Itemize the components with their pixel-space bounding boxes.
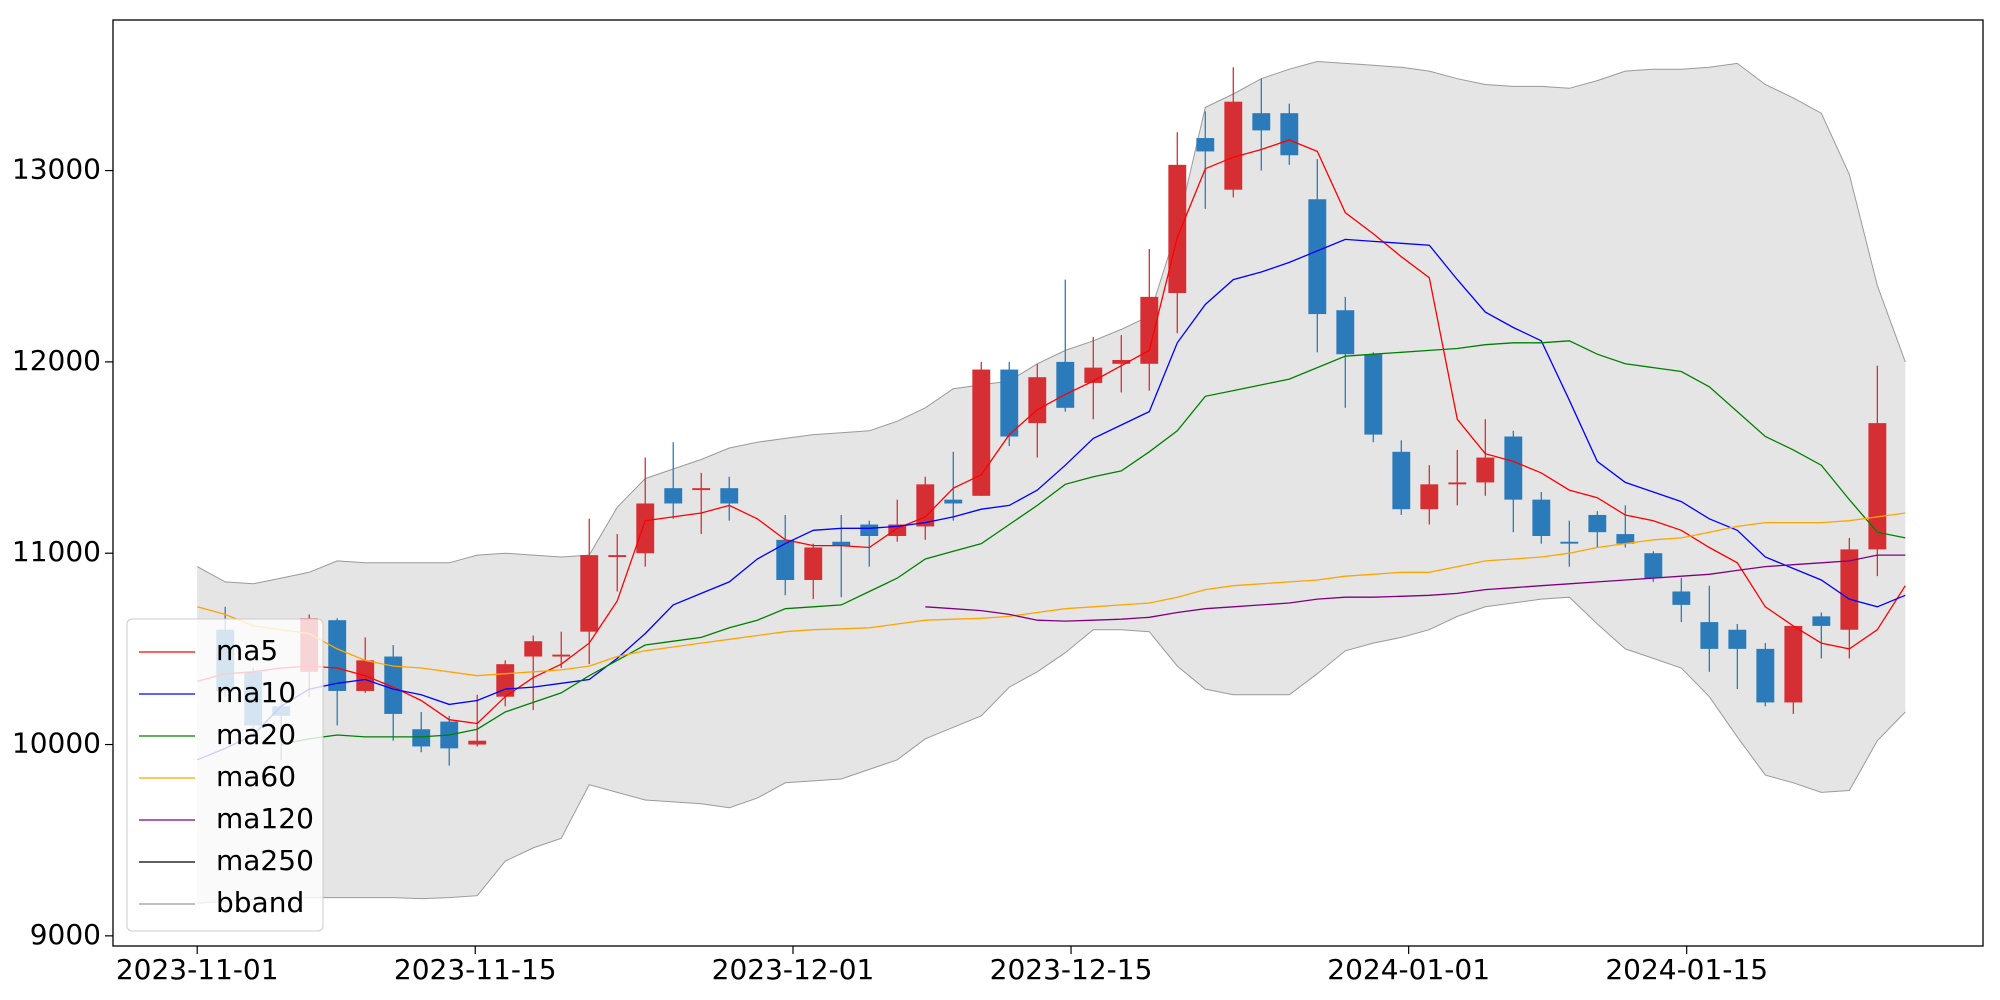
x-tick-label: 2023-11-01 <box>116 953 279 986</box>
candle-body <box>468 740 487 745</box>
candle-body <box>804 547 823 581</box>
legend: ma5 ma10 ma20 ma60 ma120 ma250 bband <box>126 618 324 932</box>
candle-body <box>1224 101 1243 190</box>
legend-box <box>126 618 324 932</box>
candle-body <box>1700 622 1719 649</box>
candle-body <box>580 555 599 632</box>
x-tick-label: 2024-01-15 <box>1605 953 1768 986</box>
candle-body <box>972 369 991 496</box>
candle-body <box>916 484 935 527</box>
candle-body <box>1280 113 1299 156</box>
band-lower <box>197 596 1906 904</box>
candle-body <box>412 729 431 747</box>
ma-line <box>281 340 1906 746</box>
y-tick-label: 12000 <box>12 344 101 377</box>
x-tick-label: 2023-12-01 <box>712 953 875 986</box>
candle-body <box>1364 354 1383 435</box>
candle-body <box>636 503 655 554</box>
candle-body <box>1196 138 1215 152</box>
candle-body <box>552 654 571 657</box>
candle-body <box>1672 591 1691 605</box>
legend-label: ma250 <box>216 844 314 877</box>
candle-body <box>608 555 627 558</box>
legend-label: ma60 <box>216 760 296 793</box>
candle-body <box>1420 484 1439 510</box>
candle-body <box>1392 451 1411 510</box>
ma-line <box>197 139 1906 725</box>
candle-body <box>524 641 543 657</box>
x-tick-label: 2023-12-15 <box>990 953 1153 986</box>
candle-body <box>1560 541 1579 544</box>
legend-label: ma10 <box>216 676 296 709</box>
candle-body <box>1028 377 1047 424</box>
candle-body <box>1840 549 1859 630</box>
candle-body <box>692 488 711 491</box>
candle-body <box>1616 534 1635 544</box>
candle-body <box>664 488 683 504</box>
candle-body <box>1532 499 1551 536</box>
legend-label: bband <box>216 886 304 919</box>
candle-body <box>832 541 851 546</box>
candle-body <box>776 539 795 581</box>
candle-body <box>1056 361 1075 408</box>
y-tick-label: 9000 <box>30 918 101 951</box>
legend-label: ma120 <box>216 802 314 835</box>
candle-body <box>888 524 907 536</box>
ma-line <box>196 238 1906 761</box>
candle-body <box>328 620 347 691</box>
plot-frame <box>112 19 1984 947</box>
x-tick-label: 2024-01-01 <box>1327 953 1490 986</box>
candle-body <box>1168 164 1187 294</box>
legend-label: ma5 <box>216 634 278 667</box>
candle-body <box>944 499 963 504</box>
legend-label: ma20 <box>216 718 296 751</box>
candle-body <box>384 656 403 714</box>
band-upper <box>196 60 1906 585</box>
candle-body <box>1308 199 1327 315</box>
x-tick-label: 2023-11-15 <box>394 953 557 986</box>
candle-body <box>860 524 879 536</box>
y-tick-label: 13000 <box>12 153 101 186</box>
candle-body <box>1448 482 1467 485</box>
y-tick-label: 10000 <box>12 727 101 760</box>
ma-line <box>197 512 1906 677</box>
candle-body <box>1868 423 1887 550</box>
candle-body <box>1140 296 1159 364</box>
ma-line <box>925 554 1906 622</box>
candle-body <box>1812 616 1831 626</box>
candle-body <box>1000 369 1019 437</box>
candle-body <box>1784 625 1803 703</box>
candle-body <box>1728 629 1747 649</box>
candle-body <box>1252 113 1271 131</box>
candle-body <box>1644 553 1663 579</box>
candle-body <box>1504 436 1523 500</box>
candle-body <box>1476 457 1495 483</box>
candle-body <box>1756 648 1775 703</box>
candle-body <box>1336 310 1355 355</box>
candle-body <box>720 488 739 504</box>
candle-body <box>1588 514 1607 533</box>
candle-body <box>1112 359 1131 364</box>
y-tick-label: 11000 <box>12 535 101 568</box>
band-area <box>197 61 1906 904</box>
